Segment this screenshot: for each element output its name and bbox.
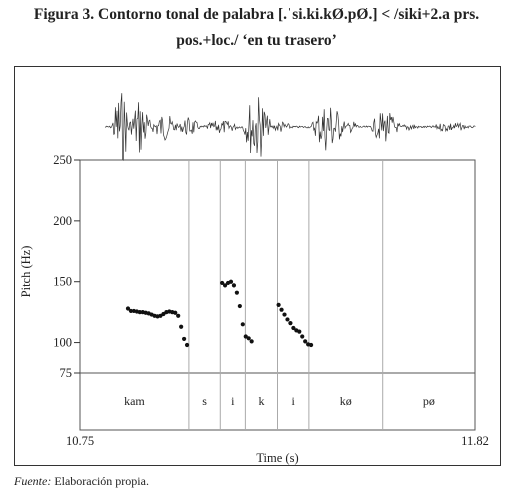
pitch-point <box>291 325 296 331</box>
pitch-point <box>288 320 293 326</box>
pitch-points <box>125 279 314 348</box>
pitch-point <box>128 308 134 314</box>
pitch-point <box>282 312 287 317</box>
y-tick-label: 200 <box>53 214 72 228</box>
x-axis-title: Time (s) <box>256 451 298 465</box>
x-axis-min-label: 10.75 <box>66 434 94 448</box>
pitch-point <box>182 336 187 342</box>
segment-boundaries <box>188 160 384 430</box>
pitch-point <box>173 310 178 315</box>
segment-label: k <box>258 394 264 408</box>
pitch-point <box>279 307 284 312</box>
pitch-point <box>176 313 181 318</box>
pitch-point <box>285 317 290 322</box>
pitch-point <box>303 339 308 344</box>
y-tick-label: 100 <box>53 336 72 350</box>
pitch-point <box>228 279 234 284</box>
segment-label: i <box>231 394 235 408</box>
pitch-point <box>125 306 131 311</box>
pitch-point <box>246 336 251 341</box>
figure-title-line-1: Figura 3. Contorno tonal de palabra [.ˈs… <box>33 6 480 23</box>
pitch-point <box>300 334 305 339</box>
pitch-point <box>249 339 254 344</box>
pitch-point <box>237 303 242 309</box>
y-axis-ticks: 75 100 150 200 250 <box>53 153 80 380</box>
pitch-point <box>276 302 281 307</box>
pitch-point <box>240 322 245 327</box>
y-axis-title: Pitch (Hz) <box>19 246 33 298</box>
source-text: Elaboración propia. <box>51 474 149 488</box>
x-axis-max-label: 11.82 <box>461 434 489 448</box>
segment-label: kø <box>340 394 352 408</box>
pitch-point <box>222 283 228 288</box>
pitch-point <box>179 324 184 329</box>
segment-tier: kam s i k i kø pø <box>124 394 435 408</box>
segment-label: s <box>202 394 207 408</box>
y-tick-label: 150 <box>53 275 72 289</box>
source-note: Fuente: Elaboración propia. <box>14 474 149 489</box>
waveform <box>104 93 476 162</box>
segment-label: i <box>292 394 296 408</box>
segment-label: pø <box>423 394 435 408</box>
y-tick-label: 75 <box>60 366 73 380</box>
y-tick-label: 250 <box>53 153 72 167</box>
pitch-point <box>137 310 142 315</box>
pitch-point <box>297 329 302 334</box>
pitch-point <box>231 283 237 288</box>
pitch-point <box>220 280 225 286</box>
figure-frame <box>14 66 501 466</box>
pitch-point <box>234 290 239 295</box>
segment-label: kam <box>124 394 145 408</box>
figure-title-line-2: pos.+loc./ ‘en tu trasero’ <box>176 32 337 49</box>
pitch-point <box>184 342 190 348</box>
waveform-trace <box>104 93 476 162</box>
pitch-point <box>308 342 314 348</box>
source-label: Fuente: <box>14 474 52 488</box>
